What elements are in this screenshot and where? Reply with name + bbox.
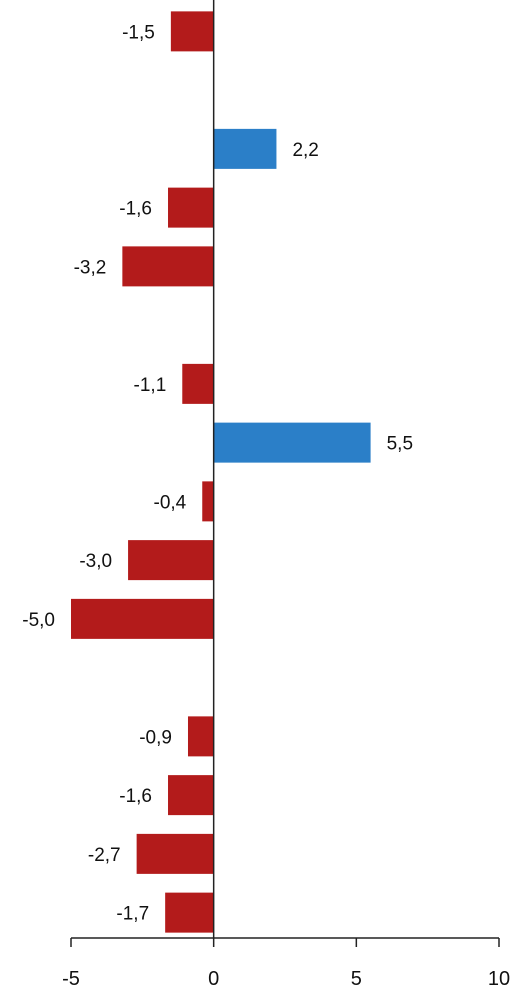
bar-8 (202, 481, 214, 522)
data-label-0: -1,5 (122, 22, 155, 43)
data-label-13: -1,6 (119, 786, 152, 807)
bar-10 (71, 598, 214, 639)
x-tick-label-2: 5 (351, 968, 362, 990)
bar-6 (182, 363, 214, 404)
data-label-9: -3,0 (79, 551, 112, 572)
data-label-10: -5,0 (22, 610, 55, 631)
x-tick-label-1: 0 (208, 968, 219, 990)
bar-7 (213, 422, 371, 463)
data-label-12: -0,9 (139, 727, 172, 748)
bar-0 (170, 11, 214, 52)
bar-14 (136, 833, 214, 874)
data-label-2: 2,2 (292, 140, 318, 161)
bar-12 (187, 716, 214, 757)
bar-9 (128, 540, 214, 581)
bar-13 (168, 775, 214, 816)
data-label-8: -0,4 (154, 492, 187, 513)
x-tick-label-0: -5 (62, 968, 80, 990)
data-label-4: -3,2 (74, 257, 107, 278)
bar-2 (213, 128, 277, 169)
x-tick-label-3: 10 (488, 968, 510, 990)
data-label-7: 5,5 (387, 434, 413, 455)
bar-4 (122, 246, 214, 287)
data-label-3: -1,6 (119, 199, 152, 220)
bar-3 (168, 187, 214, 228)
data-label-15: -1,7 (116, 904, 149, 925)
data-label-14: -2,7 (88, 845, 121, 866)
bar-15 (165, 892, 214, 933)
data-label-6: -1,1 (134, 375, 167, 396)
